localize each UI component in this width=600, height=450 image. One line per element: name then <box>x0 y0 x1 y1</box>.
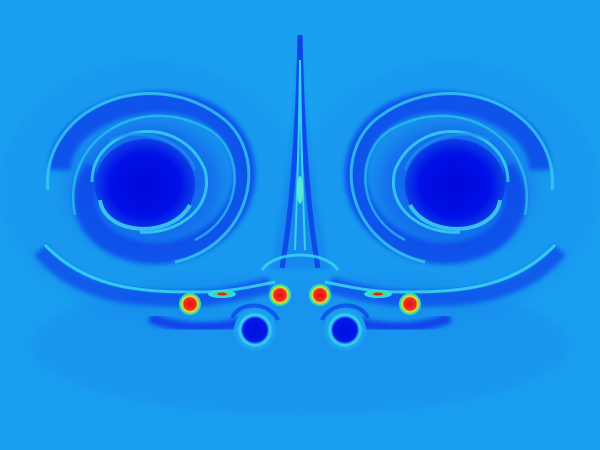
lower-wake-shadow <box>30 275 570 415</box>
hot-spot-streak-right <box>364 290 392 298</box>
small-cold-vortex-right <box>320 303 370 351</box>
hot-spot-4 <box>399 293 421 315</box>
hot-spot-2 <box>269 284 291 306</box>
hot-spot-streak-left <box>208 290 236 298</box>
central-jet <box>260 30 340 271</box>
large-vortex-left <box>42 91 258 277</box>
small-cold-vortex-left <box>230 303 280 351</box>
hot-spot-1 <box>179 293 201 315</box>
hot-spot-3 <box>309 284 331 306</box>
large-vortex-right <box>342 91 558 277</box>
